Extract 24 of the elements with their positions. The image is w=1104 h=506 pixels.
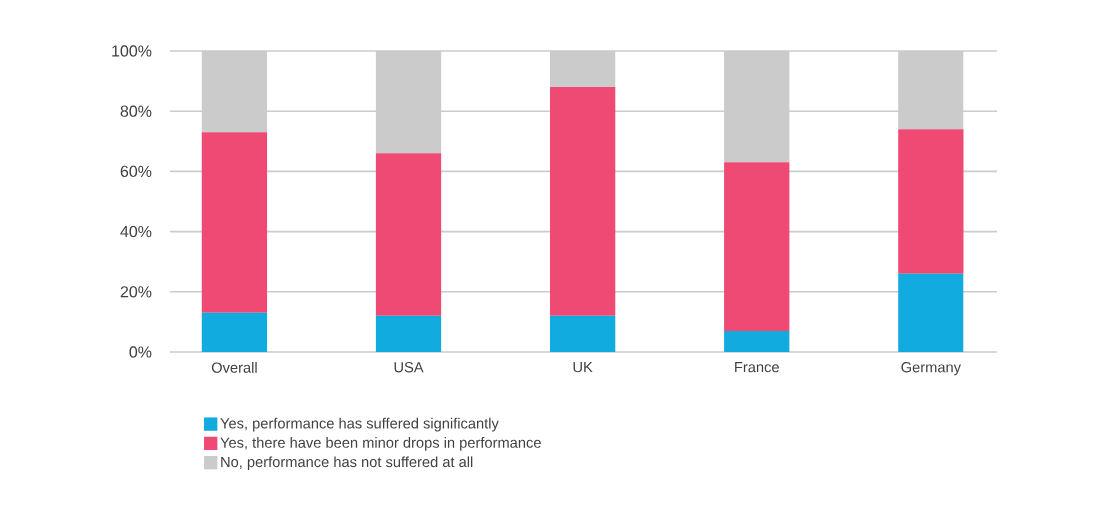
x-tick-label: UK (573, 362, 593, 373)
bar (201, 132, 268, 313)
y-tick-label: 0% (129, 346, 152, 358)
bar (201, 312, 268, 352)
legend-label: Yes, there have been minor drops in performance (220, 437, 541, 451)
bar (724, 330, 790, 352)
bar (549, 315, 616, 352)
y-tick-label: 60% (120, 165, 152, 178)
y-tick-label: 20% (120, 286, 152, 298)
legend-label: Yes, performance has suffered significantly (220, 417, 499, 432)
bar (724, 162, 790, 331)
bar (898, 129, 964, 274)
x-tick-label: USA (394, 362, 424, 373)
legend-label: No, performance has not suffered at all (221, 456, 473, 471)
x-tick-label: France (735, 362, 779, 373)
bar (375, 315, 442, 352)
bar (375, 153, 442, 316)
y-tick-label: 80% (120, 105, 152, 117)
y-tick-label: 100% (112, 45, 152, 57)
x-tick-label: Germany (901, 362, 961, 376)
bar (898, 273, 964, 352)
bar (549, 87, 616, 316)
x-tick-label: Overall (211, 362, 257, 373)
y-tick-label: 40% (120, 225, 152, 238)
